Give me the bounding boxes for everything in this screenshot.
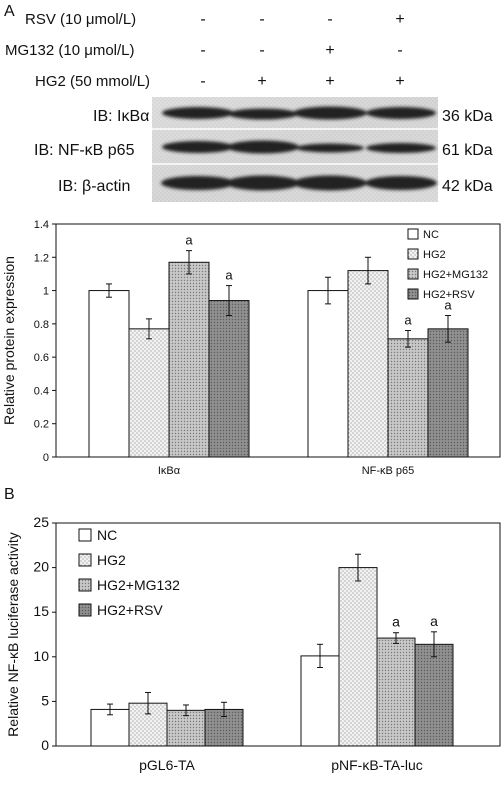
- y-tick-label: 5: [41, 692, 49, 708]
- y-tick-label: 15: [33, 603, 49, 619]
- legend-label-hg2-rsv: HG2+RSV: [97, 602, 163, 618]
- y-tick-label: 10: [33, 648, 49, 664]
- legend-label-nc: NC: [97, 527, 117, 543]
- legend-swatch-hg2-rsv: [407, 288, 419, 300]
- y-tick-label: 1.4: [34, 219, 49, 231]
- significance-mark: a: [444, 298, 452, 313]
- x-category-label: NF-κB p65: [362, 465, 415, 477]
- significance-mark: a: [392, 614, 400, 630]
- y-tick-label: 0: [43, 452, 49, 464]
- y-axis-label: Relative NF-κB luciferase activity: [5, 532, 21, 737]
- x-category-label: pGL6-TA: [139, 757, 195, 773]
- sign-hg2-lane4: +: [395, 73, 404, 90]
- sign-mg132-lane3: +: [325, 42, 334, 59]
- sign-hg2-lane2: +: [257, 73, 266, 90]
- x-category-label: pNF-κB-TA-luc: [331, 757, 423, 773]
- bar-nf-b-p65-hg2-rsv: [427, 328, 469, 458]
- blot-labels: IB: IκBα IB: NF-κB p65 IB: β-actin 36 kD…: [34, 108, 493, 195]
- significance-mark: a: [225, 268, 233, 283]
- kda-nfkb: 61 kDa: [442, 142, 493, 159]
- legend-swatch-nc: [407, 228, 419, 240]
- chart-protein-expression: 0 0.2 0.4 0.6 0.8 1 1.2 1.4 Relative protein exp…: [1, 219, 501, 477]
- y-axis-label: Relative protein expression: [1, 256, 17, 425]
- significance-mark: a: [404, 313, 412, 328]
- western-blot-image: [152, 97, 438, 202]
- y-tick-label: 0.8: [34, 319, 49, 331]
- sign-rsv-lane3: -: [327, 11, 332, 28]
- bar-pnf-b-ta-luc-hg2-mg132: [376, 637, 416, 747]
- legend-swatch-nc: [78, 528, 92, 542]
- sign-rsv-lane2: -: [259, 11, 264, 28]
- legend-swatch-hg2-mg132: [78, 578, 92, 592]
- panel-a-label: A: [4, 3, 15, 20]
- legend-swatch-hg2-mg132: [407, 268, 419, 280]
- blot-label-ikba: IB: IκBα: [93, 108, 149, 125]
- sign-rsv-lane4: +: [395, 11, 404, 28]
- legend-swatch-hg2: [78, 553, 92, 567]
- sign-hg2-lane1: -: [200, 73, 205, 90]
- bar-pnf-b-ta-luc-hg2: [338, 567, 378, 747]
- condition-rsv-label: RSV (10 μmol/L): [25, 11, 136, 28]
- legend-swatch-hg2-rsv: [78, 603, 92, 617]
- sign-rsv-lane1: -: [200, 11, 205, 28]
- plot-frame: [55, 522, 501, 747]
- bar-i-b-nc: [88, 290, 130, 458]
- sign-hg2-lane3: +: [325, 73, 334, 90]
- bar-pgl6-ta-nc: [90, 708, 130, 747]
- bar-nf-b-p65-hg2-mg132: [387, 338, 429, 458]
- kda-ikba: 36 kDa: [442, 108, 493, 125]
- condition-hg2-label: HG2 (50 mmol/L): [35, 73, 150, 90]
- y-tick-label: 20: [33, 559, 49, 575]
- y-tick-label: 1.2: [34, 252, 49, 264]
- bar-pnf-b-ta-luc-hg2-rsv: [414, 643, 454, 747]
- blot-label-actin: IB: β-actin: [58, 178, 130, 195]
- condition-rows: RSV (10 μmol/L) MG132 (10 μmol/L) HG2 (5…: [5, 11, 405, 90]
- bar-i-b-hg2: [128, 328, 170, 458]
- y-tick-label: 0: [41, 737, 49, 753]
- chart-luciferase-activity: 0 5 10 15 20 25 Relative NF-κB luciferase acti…: [5, 514, 501, 773]
- plot-frame: [55, 223, 501, 458]
- legend-label-hg2: HG2: [97, 552, 126, 568]
- y-tick-label: 0.4: [34, 385, 49, 397]
- y-tick-label: 25: [33, 514, 49, 530]
- legend-label-hg2-mg132: HG2+MG132: [423, 269, 488, 281]
- blot-label-nfkb: IB: NF-κB p65: [34, 142, 135, 159]
- sign-mg132-lane4: -: [397, 42, 402, 59]
- legend-label-nc: NC: [423, 229, 439, 241]
- legend-swatch-hg2: [407, 248, 419, 260]
- bar-i-b-hg2-mg132: [168, 261, 210, 458]
- bar-nf-b-p65-hg2: [347, 270, 389, 458]
- significance-mark: a: [430, 613, 438, 629]
- panel-b-label: B: [4, 486, 15, 503]
- kda-actin: 42 kDa: [442, 178, 493, 195]
- y-tick-label: 1: [43, 286, 49, 298]
- significance-mark: a: [185, 233, 193, 248]
- bar-pgl6-ta-hg2-mg132: [166, 709, 206, 747]
- legend-label-hg2-mg132: HG2+MG132: [97, 577, 180, 593]
- sign-mg132-lane1: -: [200, 42, 205, 59]
- y-tick-label: 0.6: [34, 352, 49, 364]
- y-tick-label: 0.2: [34, 419, 49, 431]
- bar-nf-b-p65-nc: [307, 290, 349, 458]
- condition-mg132-label: MG132 (10 μmol/L): [5, 42, 135, 59]
- legend-label-hg2-rsv: HG2+RSV: [423, 289, 475, 301]
- x-category-label: IκBα: [158, 465, 181, 477]
- bar-pnf-b-ta-luc-nc: [300, 655, 340, 747]
- legend-label-hg2: HG2: [423, 249, 446, 261]
- bar-i-b-hg2-rsv: [208, 300, 250, 458]
- sign-mg132-lane2: -: [259, 42, 264, 59]
